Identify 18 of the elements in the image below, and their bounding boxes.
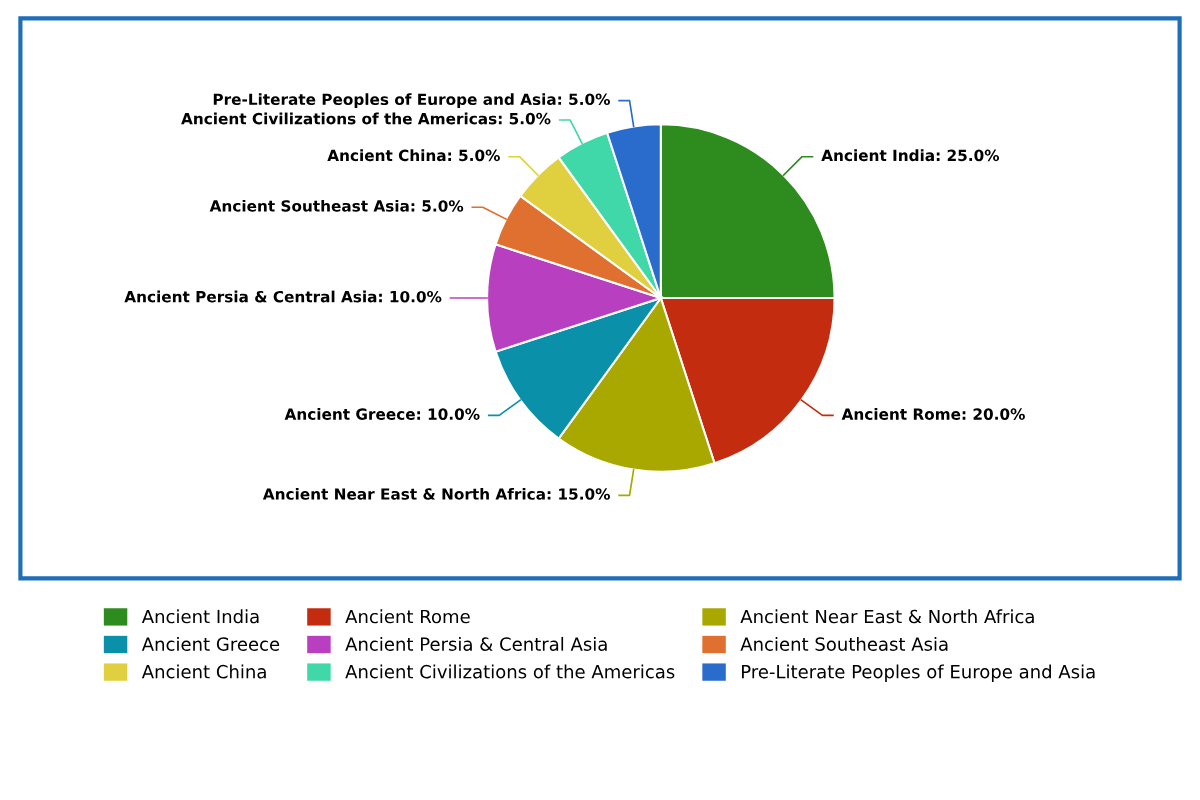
legend-label: Ancient Rome xyxy=(345,609,470,624)
legend-label: Ancient Greece xyxy=(141,636,280,651)
data-label: Ancient Greece: 10.0% xyxy=(284,408,480,420)
data-label: Ancient China: 5.0% xyxy=(327,149,500,162)
data-label: Ancient Southeast Asia: 5.0% xyxy=(209,199,464,212)
data-label: Ancient Rome: 20.0% xyxy=(841,408,1025,420)
legend-label: Ancient Persia & Central Asia xyxy=(345,636,607,651)
legend-label: Ancient India xyxy=(141,609,259,624)
legend-label: Ancient Near East & North Africa xyxy=(740,609,1034,624)
legend-label: Ancient Southeast Asia xyxy=(740,636,948,651)
data-label: Ancient Persia & Central Asia: 10.0% xyxy=(124,290,442,303)
legend-label: Ancient China xyxy=(141,664,266,679)
data-label: Pre-Literate Peoples of Europe and Asia: 5.0% xyxy=(213,93,610,109)
legend-label: Pre-Literate Peoples of Europe and Asia xyxy=(742,664,1095,682)
data-label: Ancient Near East & North Africa: 15.0% xyxy=(262,487,610,500)
data-label: Ancient Civilizations of the Americas: 5.0% xyxy=(181,112,551,125)
data-label: Ancient India: 25.0% xyxy=(821,149,1000,162)
legend-label: Ancient Civilizations of the Americas xyxy=(345,664,675,679)
